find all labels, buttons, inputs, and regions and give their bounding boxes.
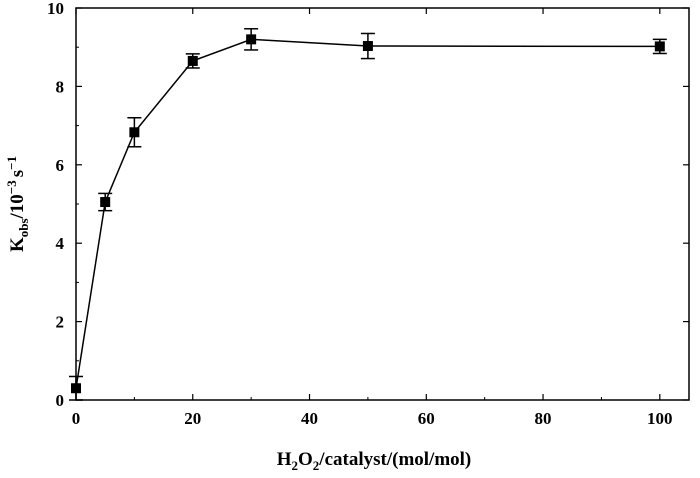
data-point [100, 197, 111, 208]
x-tick-label: 60 [418, 409, 435, 428]
y-tick-label: 4 [56, 234, 65, 253]
plot-frame [75, 7, 690, 401]
x-tick-label: 20 [184, 409, 201, 428]
y-tick-label: 10 [47, 0, 64, 18]
y-axis-title: Kobs/10−3s−1 [4, 156, 31, 252]
data-point [187, 55, 198, 66]
x-tick-label: 100 [647, 409, 673, 428]
data-point [362, 41, 373, 52]
data-point [71, 383, 81, 394]
x-tick-label: 80 [535, 409, 552, 428]
y-tick-label: 8 [56, 77, 65, 96]
x-tick-label: 0 [72, 409, 81, 428]
y-tick-label: 6 [56, 156, 65, 175]
data-point [654, 41, 665, 52]
x-tick-label: 40 [301, 409, 318, 428]
plot-area: 0 20 40 60 80 100 0 2 4 6 8 10 [47, 0, 690, 428]
x-axis-title: H2O2/catalyst/(mol/mol) [277, 449, 472, 473]
y-tick-label: 0 [56, 391, 65, 410]
y-tick-label: 2 [56, 313, 65, 332]
data-point [246, 34, 257, 45]
series-line [75, 38, 660, 389]
data-point [129, 127, 140, 138]
